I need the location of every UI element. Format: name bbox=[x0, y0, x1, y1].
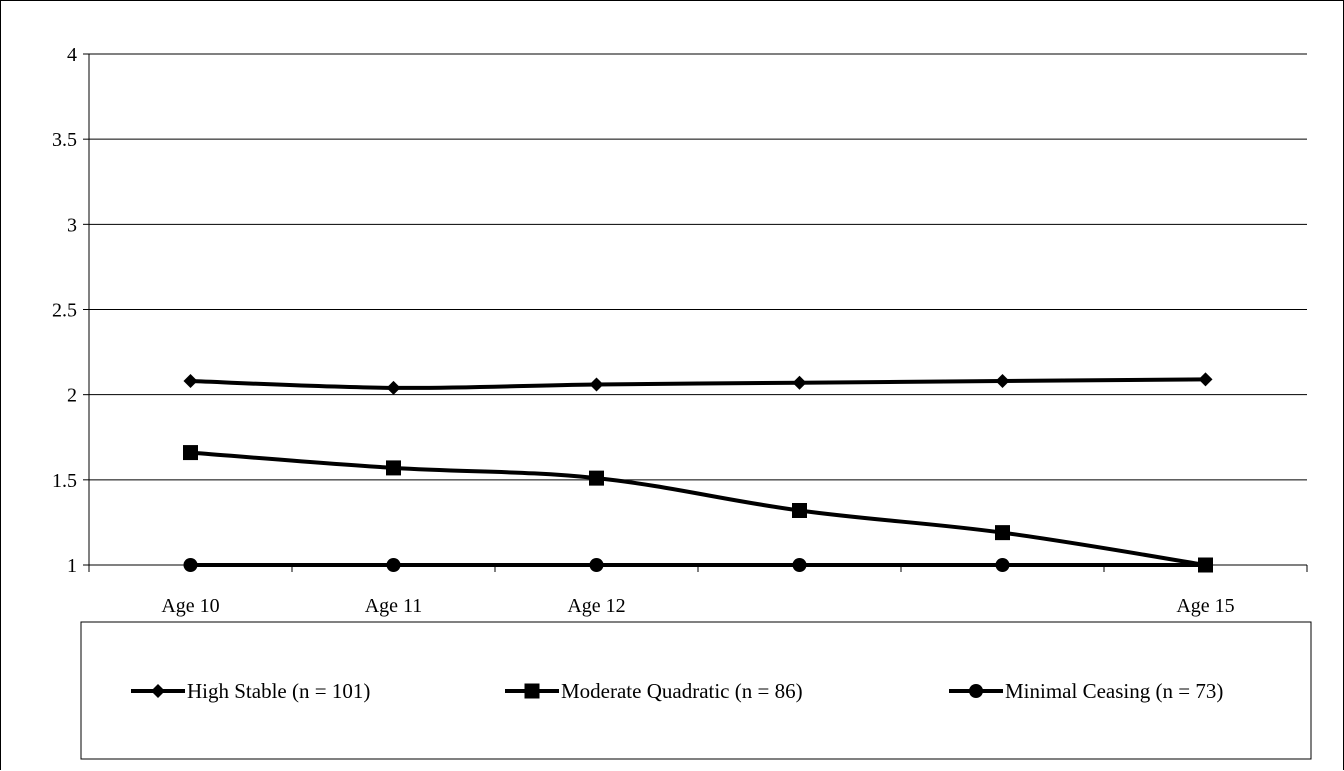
y-tick-label-3: 2.5 bbox=[52, 300, 77, 322]
point-circle-5 bbox=[1198, 558, 1213, 572]
series-square bbox=[183, 445, 1213, 573]
legend-marker-1 bbox=[524, 683, 540, 699]
point-diamond-3 bbox=[792, 375, 807, 390]
y-tick-label-0: 1 bbox=[67, 555, 77, 577]
legend-entry-1: Moderate Quadratic (n = 86) bbox=[505, 679, 803, 703]
y-tick-label-2: 2 bbox=[67, 385, 77, 407]
point-circle-1 bbox=[386, 558, 401, 572]
series-group bbox=[183, 372, 1213, 573]
grid-lines bbox=[89, 53, 1307, 481]
legend-label-1: Moderate Quadratic (n = 86) bbox=[561, 679, 803, 703]
legend-marker-2 bbox=[969, 684, 983, 698]
y-tick-label-6: 4 bbox=[67, 44, 77, 66]
legend-entry-0: High Stable (n = 101) bbox=[131, 679, 370, 703]
legend-marker-0 bbox=[151, 684, 165, 698]
point-diamond-5 bbox=[1198, 372, 1213, 387]
point-square-3 bbox=[792, 502, 807, 518]
series-diamond bbox=[183, 372, 1213, 395]
y-axis-ticks: 1 1.5 2 2.5 3 3.5 4 bbox=[52, 44, 89, 577]
legend-box bbox=[80, 621, 1312, 760]
legend-entry-2: Minimal Ceasing (n = 73) bbox=[949, 679, 1223, 703]
y-tick-label-5: 3.5 bbox=[52, 129, 77, 151]
y-tick-label-1: 1.5 bbox=[52, 470, 77, 492]
point-diamond-1 bbox=[386, 380, 401, 395]
legend: High Stable (n = 101) Moderate Quadratic … bbox=[80, 621, 1312, 760]
x-tick-label-1: Age 11 bbox=[365, 595, 423, 617]
series-line-square bbox=[190, 450, 1206, 567]
point-circle-4 bbox=[995, 558, 1010, 572]
point-circle-3 bbox=[792, 558, 807, 572]
y-tick-label-4: 3 bbox=[67, 214, 77, 236]
x-tick-label-0: Age 10 bbox=[161, 595, 219, 617]
series-circle bbox=[183, 558, 1213, 572]
x-axis-ticks: Age 10 Age 11 Age 12 Age 15 bbox=[88, 565, 1308, 617]
point-square-2 bbox=[589, 470, 604, 486]
point-circle-0 bbox=[183, 558, 198, 572]
point-diamond-4 bbox=[995, 374, 1010, 389]
x-tick-label-5: Age 15 bbox=[1176, 595, 1234, 617]
point-square-4 bbox=[995, 525, 1010, 541]
point-diamond-0 bbox=[183, 374, 198, 389]
legend-label-2: Minimal Ceasing (n = 73) bbox=[1005, 679, 1223, 703]
series-line-diamond bbox=[190, 377, 1206, 390]
point-circle-2 bbox=[589, 558, 604, 572]
point-square-1 bbox=[386, 460, 401, 476]
legend-label-0: High Stable (n = 101) bbox=[187, 679, 370, 703]
point-square-0 bbox=[183, 445, 198, 461]
x-tick-label-2: Age 12 bbox=[567, 595, 625, 617]
point-diamond-2 bbox=[589, 377, 604, 392]
